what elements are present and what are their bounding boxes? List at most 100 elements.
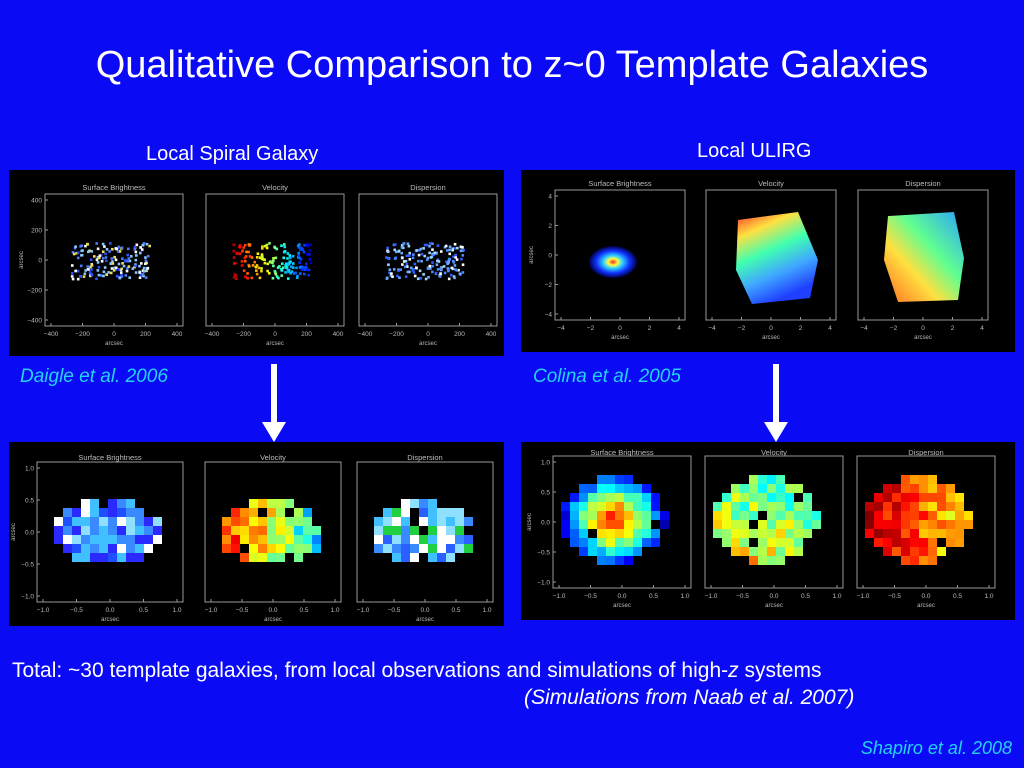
data-pixel: [749, 511, 758, 520]
data-pixel: [396, 274, 399, 278]
data-pixel: [297, 246, 301, 249]
data-pixel: [865, 520, 874, 529]
data-pixel: [282, 250, 286, 254]
data-pixel: [97, 273, 101, 277]
data-pixel: [749, 475, 758, 484]
data-pixel: [615, 547, 624, 556]
data-pixel: [417, 253, 421, 257]
x-tick-label: −0.5: [70, 607, 83, 614]
data-pixel: [883, 547, 892, 556]
data-pixel: [452, 255, 455, 259]
data-pixel: [399, 268, 402, 271]
x-tick-label: 0: [618, 325, 622, 332]
data-pixel: [292, 272, 296, 275]
right-citation: Colina et al. 2005: [533, 366, 681, 387]
data-pixel: [255, 256, 259, 259]
y-tick-label: 1.0: [541, 460, 550, 467]
data-pixel: [606, 475, 615, 484]
data-pixel: [606, 529, 615, 538]
data-pixel: [892, 547, 901, 556]
data-pixel: [232, 256, 236, 259]
data-pixel: [606, 511, 615, 520]
data-pixel: [280, 267, 283, 271]
x-tick-label: −200: [389, 331, 404, 338]
data-pixel: [776, 475, 785, 484]
data-pixel: [238, 245, 242, 249]
data-pixel: [386, 250, 390, 254]
data-pixel: [265, 243, 269, 247]
data-pixel: [758, 538, 767, 547]
data-pixel: [312, 544, 321, 553]
data-pixel: [642, 511, 651, 520]
data-pixel: [99, 535, 108, 544]
data-pixel: [133, 245, 137, 249]
data-pixel: [964, 520, 973, 529]
data-pixel: [90, 508, 99, 517]
data-pixel: [865, 502, 874, 511]
data-pixel: [140, 262, 143, 265]
data-pixel: [291, 266, 295, 269]
data-pixel: [258, 499, 267, 508]
data-pixel: [901, 493, 910, 502]
data-pixel: [232, 262, 236, 265]
data-pixel: [100, 274, 103, 277]
data-pixel: [624, 529, 633, 538]
ulirg-simulated-maps: Surface Brightness −1.0 −0.5 0.0 0.5 1.0 arcse…: [527, 448, 996, 609]
data-pixel: [883, 538, 892, 547]
spiral-observed-maps: Surface Brightness −400 −200 0 200 400 arcsec 4…: [19, 183, 498, 347]
data-pixel: [246, 272, 249, 275]
data-pixel: [910, 520, 919, 529]
data-pixel: [401, 499, 410, 508]
data-pixel: [767, 538, 776, 547]
data-pixel: [452, 275, 456, 278]
data-pixel: [410, 544, 419, 553]
data-pixel: [392, 508, 401, 517]
data-pixel: [135, 553, 144, 562]
data-pixel: [117, 499, 126, 508]
data-pixel: [309, 261, 313, 265]
data-pixel: [120, 267, 124, 271]
data-pixel: [135, 526, 144, 535]
y-tick-label: 4: [548, 194, 552, 201]
data-pixel: [405, 254, 409, 258]
data-pixel: [642, 529, 651, 538]
data-pixel: [289, 265, 293, 268]
data-pixel: [72, 526, 81, 535]
data-pixel: [713, 511, 722, 520]
data-pixel: [892, 502, 901, 511]
data-pixel: [402, 242, 405, 246]
data-pixel: [141, 272, 145, 276]
data-pixel: [865, 511, 874, 520]
data-pixel: [597, 529, 606, 538]
data-pixel: [446, 517, 455, 526]
data-pixel: [901, 547, 910, 556]
data-pixel: [419, 544, 428, 553]
x-tick-label: −200: [75, 331, 90, 338]
data-pixel: [910, 493, 919, 502]
data-pixel: [413, 262, 417, 266]
data-pixel: [267, 544, 276, 553]
data-pixel: [937, 547, 946, 556]
data-pixel: [579, 529, 588, 538]
data-pixel: [285, 544, 294, 553]
data-pixel: [63, 535, 72, 544]
data-pixel: [80, 254, 83, 257]
data-pixel: [431, 261, 434, 264]
data-pixel: [874, 520, 883, 529]
data-pixel: [442, 265, 446, 268]
data-pixel: [285, 535, 294, 544]
data-pixel: [74, 269, 77, 273]
data-pixel: [104, 252, 107, 256]
data-pixel: [280, 244, 283, 248]
data-pixel: [937, 511, 946, 520]
data-pixel: [76, 277, 80, 281]
data-pixel: [275, 275, 279, 278]
data-pixel: [393, 257, 397, 260]
data-pixel: [435, 251, 438, 255]
x-tick-label: −0.5: [388, 607, 401, 614]
data-pixel: [450, 266, 454, 270]
left-column-label: Local Spiral Galaxy: [146, 143, 319, 165]
data-pixel: [144, 256, 147, 259]
data-pixel: [88, 271, 92, 274]
data-pixel: [437, 260, 441, 263]
